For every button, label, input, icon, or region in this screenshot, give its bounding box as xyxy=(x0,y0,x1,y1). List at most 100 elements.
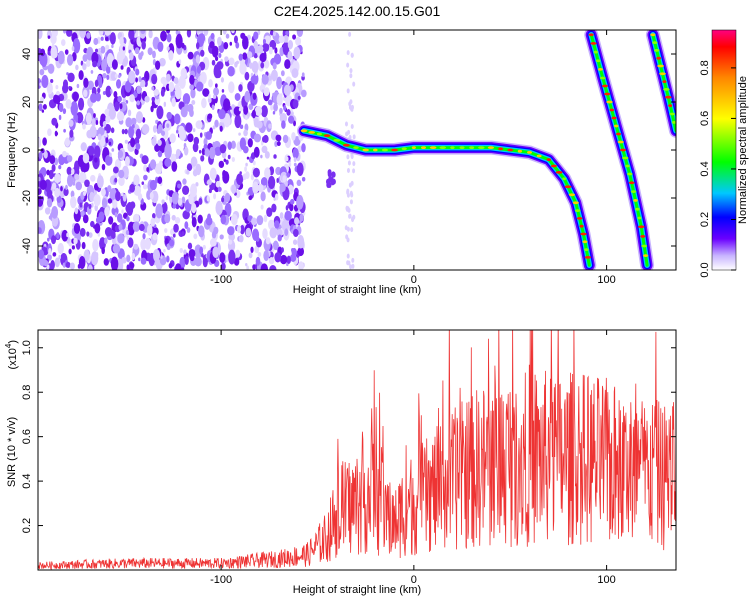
track-peak xyxy=(439,146,446,150)
noise-blob xyxy=(47,35,51,39)
noise-blob xyxy=(49,155,56,165)
svg-text:(x104): (x104) xyxy=(4,340,19,370)
noise-blob xyxy=(246,156,250,160)
noise-blob xyxy=(41,109,45,113)
noise-blob xyxy=(263,214,268,223)
noise-blob xyxy=(155,203,163,219)
noise-blob xyxy=(347,160,351,166)
noise-blob xyxy=(160,30,167,42)
track-peak xyxy=(316,132,322,136)
noise-blob xyxy=(66,174,74,187)
noise-blob xyxy=(193,233,198,240)
noise-blob xyxy=(207,113,213,120)
noise-blob xyxy=(166,33,172,43)
noise-blob xyxy=(169,199,173,204)
noise-blob xyxy=(217,186,222,192)
colorbar-ticks: 0.0 0.2 0.4 0.6 0.8 xyxy=(699,60,736,278)
noise-blob xyxy=(185,122,193,133)
noise-blob xyxy=(71,46,75,52)
track-peak xyxy=(411,146,416,150)
track-peak xyxy=(572,201,579,205)
colorbar-label: Normalized spectral amplitude xyxy=(737,76,749,224)
noise-blob xyxy=(120,192,124,197)
noise-blob xyxy=(122,46,126,51)
noise-blob xyxy=(273,154,277,159)
noise-blob xyxy=(253,40,258,50)
noise-blob xyxy=(94,79,99,88)
noise-blob xyxy=(252,264,257,270)
noise-blob xyxy=(268,123,272,129)
snr-x-axis-label: Height of straight line (km) xyxy=(293,584,421,596)
noise-blob xyxy=(80,142,87,152)
noise-blob xyxy=(344,121,348,127)
spectrogram-x-tick-label: 100 xyxy=(597,274,615,286)
noise-blob xyxy=(260,105,268,118)
track-peak xyxy=(342,143,350,147)
noise-blob xyxy=(200,155,205,162)
noise-blob xyxy=(163,249,166,253)
noise-blob xyxy=(189,84,195,91)
noise-blob xyxy=(161,201,168,214)
noise-blob xyxy=(133,185,142,196)
noise-blob xyxy=(284,210,292,221)
noise-blob xyxy=(98,30,104,36)
noise-blob xyxy=(243,129,248,137)
noise-blob xyxy=(219,144,227,154)
noise-blob xyxy=(115,191,121,202)
noise-blob xyxy=(262,43,270,52)
noise-blob xyxy=(231,184,237,194)
noise-blob xyxy=(255,256,261,266)
track-peak xyxy=(593,50,598,54)
track-peak xyxy=(625,164,630,168)
track-peak xyxy=(507,148,514,152)
noise-blob xyxy=(282,225,286,230)
noise-blob xyxy=(252,228,260,241)
track-peak xyxy=(597,67,604,71)
noise-blob xyxy=(40,48,46,57)
noise-blob xyxy=(230,213,238,226)
noise-blob xyxy=(114,73,118,79)
noise-blob xyxy=(178,59,182,64)
noise-blob xyxy=(348,182,352,188)
noise-blob xyxy=(297,235,305,249)
noise-blob xyxy=(286,109,291,116)
noise-blob xyxy=(54,257,60,268)
noise-blob xyxy=(64,137,71,147)
noise-blob xyxy=(158,160,163,169)
noise-blob xyxy=(108,141,112,146)
snr-y-axis-label: SNR (10 * v/v) xyxy=(6,417,18,487)
noise-blob xyxy=(58,114,62,121)
noise-blob xyxy=(94,222,101,234)
spectrogram-y-tick-label: 40 xyxy=(21,48,33,60)
noise-blob xyxy=(82,214,89,224)
noise-blob xyxy=(66,30,73,37)
track-peak xyxy=(353,146,359,150)
noise-blob xyxy=(175,33,183,49)
noise-blob xyxy=(349,73,353,79)
noise-blob xyxy=(276,93,283,106)
noise-blob xyxy=(58,185,66,199)
noise-blob xyxy=(238,235,244,243)
noise-blob xyxy=(260,154,263,159)
noise-blob xyxy=(109,32,116,45)
noise-blob xyxy=(164,213,171,224)
noise-blob xyxy=(114,177,118,183)
noise-blob xyxy=(260,191,266,202)
track-peak xyxy=(595,59,601,63)
noise-blob xyxy=(327,169,332,176)
noise-blob xyxy=(290,108,293,113)
track-peak xyxy=(637,216,642,220)
noise-blob xyxy=(252,160,256,166)
noise-blob xyxy=(223,41,229,50)
track-peak xyxy=(609,108,615,112)
noise-blob xyxy=(176,129,179,134)
noise-blob xyxy=(166,30,171,34)
colorbar-tick-label: 0.8 xyxy=(699,60,711,75)
noise-blob xyxy=(113,166,119,174)
noise-blob xyxy=(104,206,110,217)
track-peak xyxy=(333,139,341,142)
track-peak xyxy=(391,148,398,152)
noise-blob xyxy=(80,210,85,218)
noise-blob xyxy=(110,127,115,134)
noise-blob xyxy=(126,216,130,222)
